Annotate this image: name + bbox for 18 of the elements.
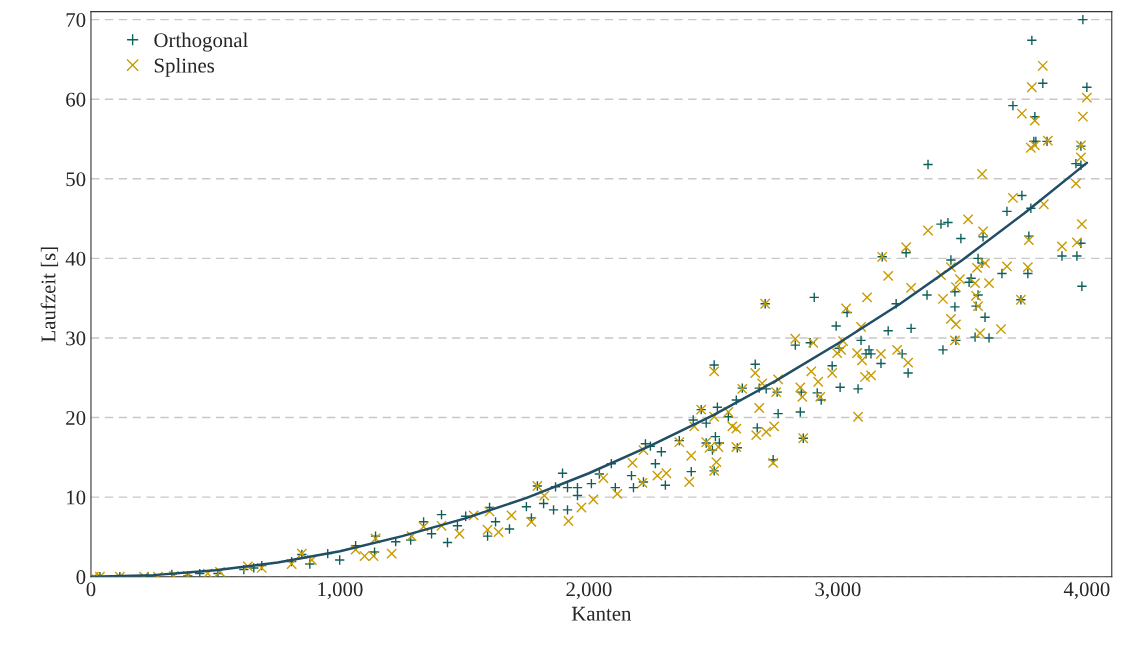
y-tick-label: 0 [76,570,86,585]
x-tick-label: 4,000 [1063,582,1110,600]
y-tick-label: 70 [66,13,86,28]
y-tick-label: 40 [65,251,86,266]
y-tick-label: 50 [66,172,86,187]
y-tick-label: 30 [66,331,86,346]
x-tick-label: 3,000 [815,582,861,600]
y-tick-label: 10 [67,490,86,505]
y-axis-title: Laufzeit [s] [40,247,59,342]
x-axis-title: Kanten [571,606,632,621]
y-tick-label: 60 [66,92,86,107]
x-tick-label: 1,000 [318,582,363,600]
x-tick-label: 2,000 [566,582,612,600]
legend-label: Orthogonal [154,32,248,52]
legend-label: Splines [154,57,215,77]
x-tick-label: 0 [86,582,96,597]
y-tick-label: 20 [66,410,86,425]
line-series [90,161,1089,577]
